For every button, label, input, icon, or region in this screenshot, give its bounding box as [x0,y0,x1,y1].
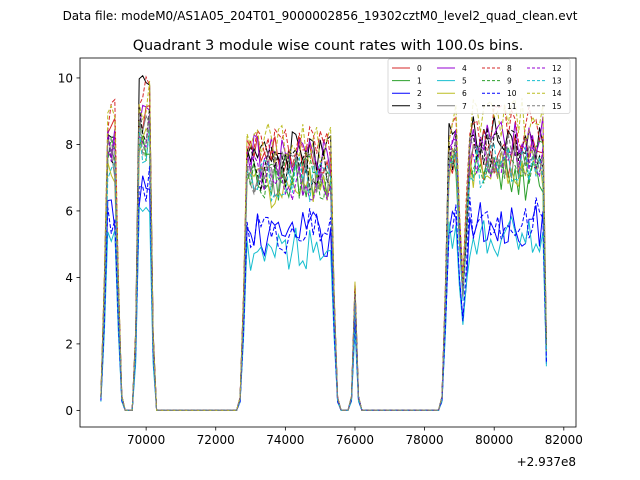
legend-label-4: 4 [462,64,467,73]
legend-label-10: 10 [507,89,517,98]
y-tick-label: 8 [65,138,73,152]
x-tick-label: 78000 [405,433,443,447]
legend-box [387,58,571,114]
x-tick-label: 76000 [336,433,374,447]
figure-suptitle: Data file: modeM0/AS1A05_204T01_90000028… [63,9,578,23]
legend-label-11: 11 [507,102,517,111]
legend-label-7: 7 [462,102,467,111]
y-tick-label: 0 [65,404,73,418]
legend-label-6: 6 [462,89,467,98]
y-tick-label: 6 [65,204,73,218]
y-tick-label: 2 [65,337,73,351]
legend-label-3: 3 [417,102,422,111]
chart-title: Quadrant 3 module wise count rates with … [133,38,524,54]
x-tick-label: 80000 [475,433,513,447]
x-tick-label: 82000 [545,433,583,447]
legend-label-8: 8 [507,64,512,73]
x-axis-offset-label: +2.937e8 [517,455,576,469]
x-tick-label: 70000 [127,433,165,447]
legend-label-9: 9 [507,77,512,86]
axes-frame [79,57,577,428]
x-tick-label: 72000 [197,433,235,447]
legend-label-1: 1 [417,77,422,86]
legend-label-13: 13 [552,77,562,86]
series-line-15 [100,112,547,411]
x-tick-label: 74000 [266,433,304,447]
y-axis-ticks: 0 2 4 6 8 10 [58,71,80,418]
legend-label-15: 15 [552,102,562,111]
y-tick-label: 4 [65,271,73,285]
legend-label-12: 12 [552,64,562,73]
x-axis-ticks: 70000 72000 74000 76000 78000 80000 82000 [127,427,583,447]
legend-label-2: 2 [417,89,422,98]
legend-label-5: 5 [462,77,467,86]
series-layer [100,74,547,411]
plot-area: 70000 72000 74000 76000 78000 80000 82000 0 2 4 6… [58,57,583,469]
legend-label-0: 0 [417,64,422,73]
y-tick-label: 10 [58,71,73,85]
legend-label-14: 14 [552,89,562,98]
